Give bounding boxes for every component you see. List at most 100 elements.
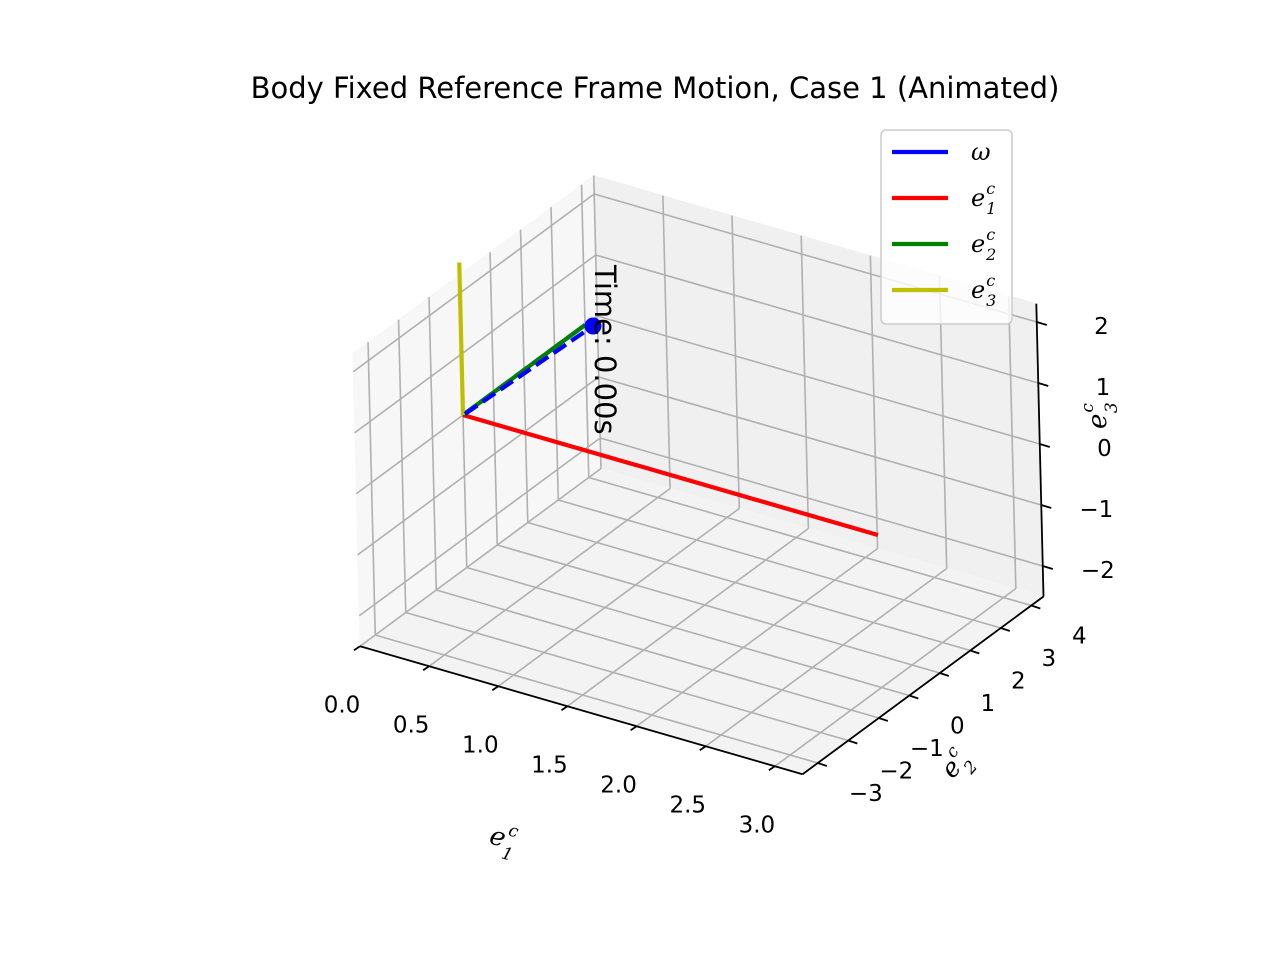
z-tick-mark [1042,565,1054,570]
legend-label: ω [971,138,991,166]
grid-line-y [558,499,1002,629]
grid-line-y [367,342,377,636]
legend-label-sub: 2 [985,245,996,264]
y-axis-label-sup: c [942,742,964,763]
grid-line-y [588,476,1032,607]
grid-line-x [636,547,879,727]
y-tick-label: −3 [849,781,883,807]
omega-endpoint-marker [584,317,602,335]
y-tick-label: 2 [1011,669,1026,695]
y-tick-label: 3 [1041,646,1056,672]
series-lines [457,262,879,538]
y-tick-mark [909,694,919,700]
grid-line-y [527,521,971,652]
z-axis-label-sup: c [1078,403,1098,413]
series-line-e1c [462,412,879,538]
x-tick-label: 0.0 [324,692,361,718]
grid-lines [352,175,1043,767]
grid-line-z [352,193,595,373]
grid-line-x [1007,295,1017,589]
z-axis-label: ec 3 [1078,402,1122,429]
grid-line-x [359,467,602,647]
x-tick-mark [560,705,568,711]
grid-line-z [357,376,600,556]
grid-line-y [489,252,499,546]
z-axis-line [1035,303,1045,597]
x-axis-label-sub: 1 [499,843,515,865]
x-tick-label: 1.0 [462,732,499,758]
grid-line-y [397,319,407,613]
x-tick-label: 1.5 [531,752,568,778]
y-tick-label: −1 [910,736,944,762]
x-tick-mark [491,685,499,691]
z-tick-mark [1036,321,1048,326]
grid-line-y [466,566,910,697]
grid-line-x [800,235,810,529]
grid-line-z [354,254,597,434]
axis-panes [352,174,1045,775]
x-tick-label: 3.0 [739,812,776,838]
x-axis-line [359,645,803,776]
legend: ω ec 1 ec 2 ec 3 [880,129,1013,325]
grid-line-x [705,567,948,747]
y-tick-mark [939,672,950,677]
grid-line-y [375,634,819,764]
grid-line-z [595,254,1039,384]
legend-label-sup: c [986,179,995,198]
x-tick-mark [630,725,638,731]
grid-line-x [869,255,879,549]
omega-dashed-line [463,324,595,416]
grid-line-z [599,437,1043,567]
x-tick-label: 2.0 [600,772,637,798]
z-tick-mark [1041,504,1052,509]
chart-title: Body Fixed Reference Frame Motion, Case … [251,71,1060,105]
series-line-e3c [457,262,466,416]
y-tick-mark [970,649,980,655]
grid-line-y [497,544,941,674]
z-axis-label-sub: 3 [1102,402,1122,413]
y-tick-mark [817,762,828,767]
legend-label: ec 2 [971,225,996,264]
grid-line-y [580,184,590,478]
x-tick-label: 2.5 [669,792,706,818]
z-tick-label: 0 [1097,436,1112,462]
legend-box [880,129,1013,325]
x-axis-label-text: ec1 [484,816,522,866]
y-tick-label: 0 [950,714,965,740]
grid-line-z [596,315,1040,445]
z-tick-label: −2 [1081,558,1115,584]
z-tick-mark [1038,382,1049,387]
grid-line-x [774,587,1017,767]
y-tick-label: 1 [980,691,995,717]
grid-line-x [428,487,671,667]
legend-label-sub: 3 [986,291,996,310]
z-tick-label: 2 [1094,314,1109,340]
x-tick-mark [422,665,430,671]
z-tick-label: −1 [1079,497,1113,523]
y-tick-label: −2 [879,759,913,785]
grid-line-y [519,229,529,523]
z-axis-label-text: ec 3 [1078,402,1122,429]
y-tick-label: 4 [1072,624,1087,650]
y-tick-mark [1031,604,1041,610]
grid-line-y [436,589,880,719]
grid-line-x [566,527,809,707]
x-tick-mark [699,745,707,751]
grid-line-z [598,376,1042,506]
grid-line-x [731,215,741,509]
legend-label: ec 3 [971,271,996,310]
x-tick-mark [353,645,361,651]
grid-line-y [405,611,849,742]
y-tick-mark [1000,627,1011,632]
y-tick-mark [848,739,858,745]
y-tick-mark [878,717,889,722]
z-tick-label: 1 [1096,375,1111,401]
grid-line-x [497,507,740,687]
x-tick-mark [768,765,776,771]
grid-line-y [428,297,438,591]
grid-line-x [662,195,671,489]
y-axis-line [802,595,1045,775]
legend-label: ec 1 [971,179,996,218]
